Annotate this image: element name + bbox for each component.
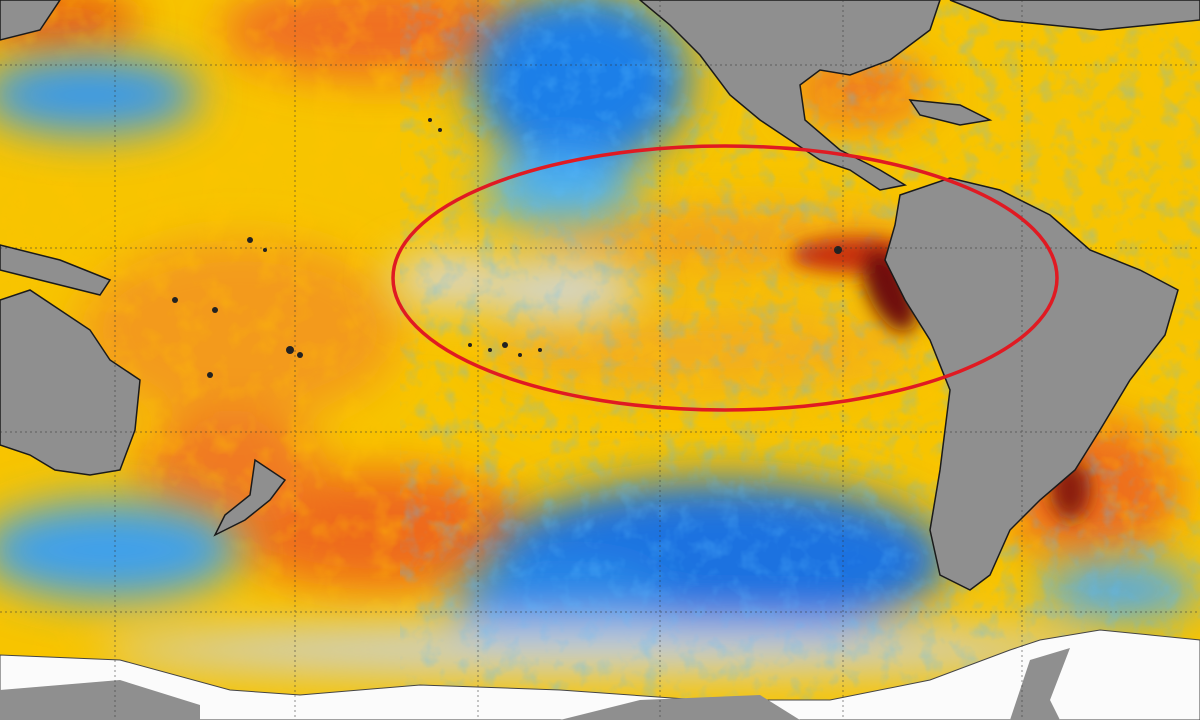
south-america [884, 177, 1179, 591]
north-america [638, 0, 941, 191]
cuba [908, 99, 993, 126]
australia [0, 289, 141, 476]
new-zealand [213, 458, 287, 537]
antarctica [0, 629, 1200, 720]
north-america-east [949, 0, 1200, 31]
new-guinea [0, 244, 112, 296]
antarctica-shelf [560, 695, 800, 720]
antarctica-shelf [1010, 648, 1070, 720]
antarctica-shelf [0, 680, 200, 720]
asia [0, 0, 61, 41]
highlight-ellipse [391, 144, 1059, 412]
